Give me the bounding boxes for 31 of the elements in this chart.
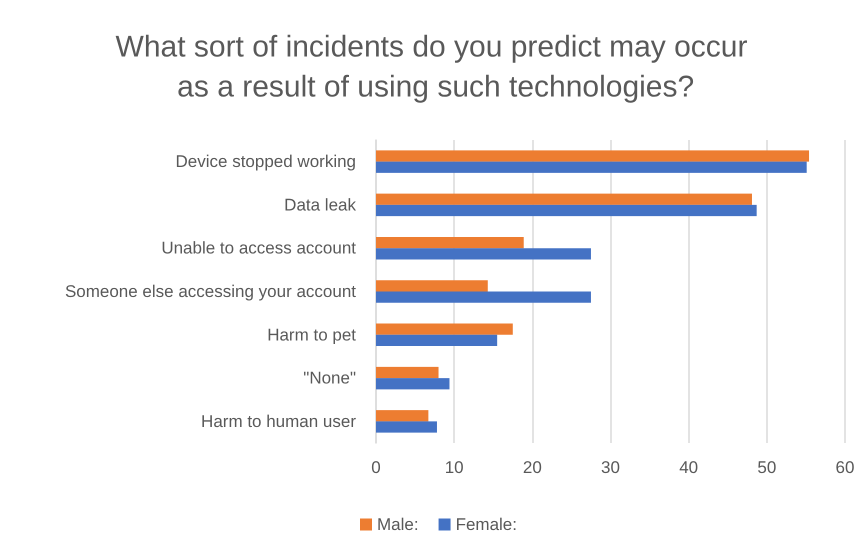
bar: [376, 292, 591, 303]
y-tick-label: Someone else accessing your account: [64, 282, 356, 301]
y-tick-label: "None": [303, 368, 356, 388]
bar: [376, 410, 428, 422]
bar: [376, 204, 757, 216]
chart-title: What sort of incidents do you predict may occur as a result of using such technologies?: [116, 30, 748, 104]
bar: [376, 162, 807, 173]
bar: [376, 334, 498, 346]
y-tick-label: Harm to human user: [201, 412, 356, 431]
bar: [376, 194, 752, 205]
x-tick-label: 40: [679, 458, 698, 477]
bar: [376, 378, 450, 390]
y-tick-label: Harm to pet: [267, 325, 356, 344]
legend-label: Female:: [456, 515, 517, 534]
bar: [376, 236, 524, 248]
x-tick-label: 50: [757, 458, 776, 477]
y-tick-label: Device stopped working: [176, 152, 356, 172]
y-tick-label: Data leak: [284, 195, 356, 214]
bar: [376, 421, 437, 433]
legend-label: Male:: [377, 515, 419, 534]
bar: [376, 248, 591, 260]
bar: [376, 280, 488, 292]
x-tick-label: 20: [522, 458, 542, 477]
bar: [376, 150, 810, 162]
x-tick-label: 0: [371, 458, 381, 477]
bar: [376, 324, 513, 335]
x-tick-label: 60: [836, 458, 854, 477]
x-tick-label: 30: [601, 458, 620, 477]
x-tick-label: 10: [444, 458, 464, 477]
bar: [376, 366, 439, 378]
y-tick-label: Unable to access account: [161, 238, 356, 258]
